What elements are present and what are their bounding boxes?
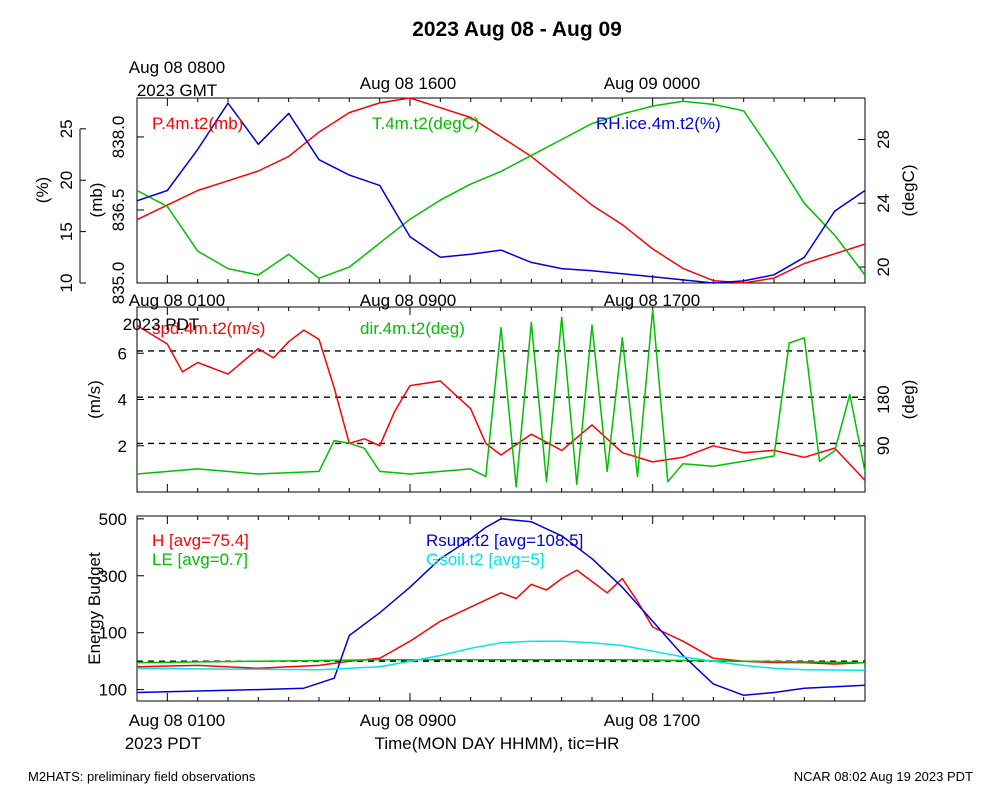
y-tick-label-energy: 300 <box>99 567 127 586</box>
panel-middle: 2 4 6 (m/s) 90 180 (deg) spd.4m.t2(m/s) dir.4m.t… <box>85 306 918 493</box>
series-line-p-4m-t2-mb- <box>136 97 866 284</box>
legend-bottom-1: LE [avg=0.7] <box>152 550 248 569</box>
top-time-zone: 2023 GMT <box>137 81 217 100</box>
axis-label-pres: (mb) <box>87 183 106 218</box>
bottom-time-label-1: Aug 08 0900 <box>360 711 456 730</box>
panel-top: 835.0 836.5 838.0 (mb) 10 15 20 25 (%) 20 24 28 (deg… <box>33 97 918 305</box>
y-tick-label-rh: 20 <box>57 171 76 190</box>
bottom-time-label-0: Aug 08 0100 <box>129 711 225 730</box>
y-tick-label-rh: 25 <box>57 119 76 138</box>
y-tick-label-pres: 838.0 <box>109 116 128 159</box>
series-line-le <box>136 658 866 664</box>
axis-label-dir: (deg) <box>899 380 918 420</box>
mid-time-zone: 2023 PDT <box>123 315 200 334</box>
series-line-dir-4m-t2-deg- <box>136 308 866 488</box>
axis-label-temp: (degC) <box>899 165 918 217</box>
y-tick-label-temp: 28 <box>874 130 893 149</box>
series-line-gsoil-t2 <box>136 640 866 672</box>
mid-time-label-2: Aug 08 1700 <box>604 291 700 310</box>
axis-label-spd: (m/s) <box>85 380 104 419</box>
y-tick-label-energy: 100 <box>99 624 127 643</box>
mid-time-label-0: Aug 08 0100 <box>129 291 225 310</box>
y-tick-label-temp: 20 <box>874 258 893 277</box>
legend-top-1: T.4m.t2(degC) <box>372 114 480 133</box>
y-tick-label-rh: 15 <box>57 222 76 241</box>
y-tick-label-rh: 10 <box>57 274 76 293</box>
y-tick-label-energy: 500 <box>99 510 127 529</box>
y-tick-label-spd: 4 <box>118 391 127 410</box>
series-line-t-4m-t2-degc- <box>136 100 866 279</box>
legend-middle-1: dir.4m.t2(deg) <box>360 319 465 338</box>
y-tick-label-energy: 100 <box>99 681 127 700</box>
legend-bottom-2: Rsum.t2 [avg=108.5] <box>426 531 583 550</box>
series-line-spd-4m-t2-m-s- <box>136 324 866 481</box>
y-tick-label-spd: 2 <box>118 437 127 456</box>
series-line-h <box>136 569 866 670</box>
y-tick-label-dir: 180 <box>874 385 893 413</box>
series-line-rh-ice-4m-t2- <box>136 102 866 284</box>
footer-right: NCAR 08:02 Aug 19 2023 PDT <box>794 769 973 784</box>
x-axis-label: Time(MON DAY HHMM), tic=HR <box>375 734 620 753</box>
chart-title: 2023 Aug 08 - Aug 09 <box>412 18 622 41</box>
legend-top-2: RH.ice.4m.t2(%) <box>596 114 721 133</box>
plot-frame <box>136 97 866 284</box>
y-tick-label-spd: 6 <box>118 344 127 363</box>
axis-label-rh: (%) <box>33 177 52 203</box>
panel-bottom: 100 100 300 500 Energy Budget H [avg=75.4]LE … <box>85 510 866 702</box>
top-time-label-2: Aug 09 0000 <box>604 74 700 93</box>
top-time-label-0: Aug 08 0800 <box>129 58 225 77</box>
y-tick-label-pres: 836.5 <box>109 189 128 232</box>
axis-label-energy: Energy Budget <box>85 552 104 665</box>
legend-top-0: P.4m.t2(mb) <box>152 114 243 133</box>
mid-time-label-1: Aug 08 0900 <box>360 291 456 310</box>
legend-bottom-3: Gsoil.t2 [avg=5] <box>426 550 545 569</box>
series-line-rsum-t2 <box>136 518 866 697</box>
y-tick-label-temp: 24 <box>874 194 893 213</box>
legend-middle-0: spd.4m.t2(m/s) <box>152 319 265 338</box>
bottom-time-zone: 2023 PDT <box>125 734 202 753</box>
bottom-time-label-2: Aug 08 1700 <box>604 711 700 730</box>
top-time-label-1: Aug 08 1600 <box>360 74 456 93</box>
footer-left: M2HATS: preliminary field observations <box>28 769 256 784</box>
y-tick-label-dir: 90 <box>874 436 893 455</box>
y-tick-label-pres: 835.0 <box>109 262 128 305</box>
legend-bottom-0: H [avg=75.4] <box>152 531 249 550</box>
